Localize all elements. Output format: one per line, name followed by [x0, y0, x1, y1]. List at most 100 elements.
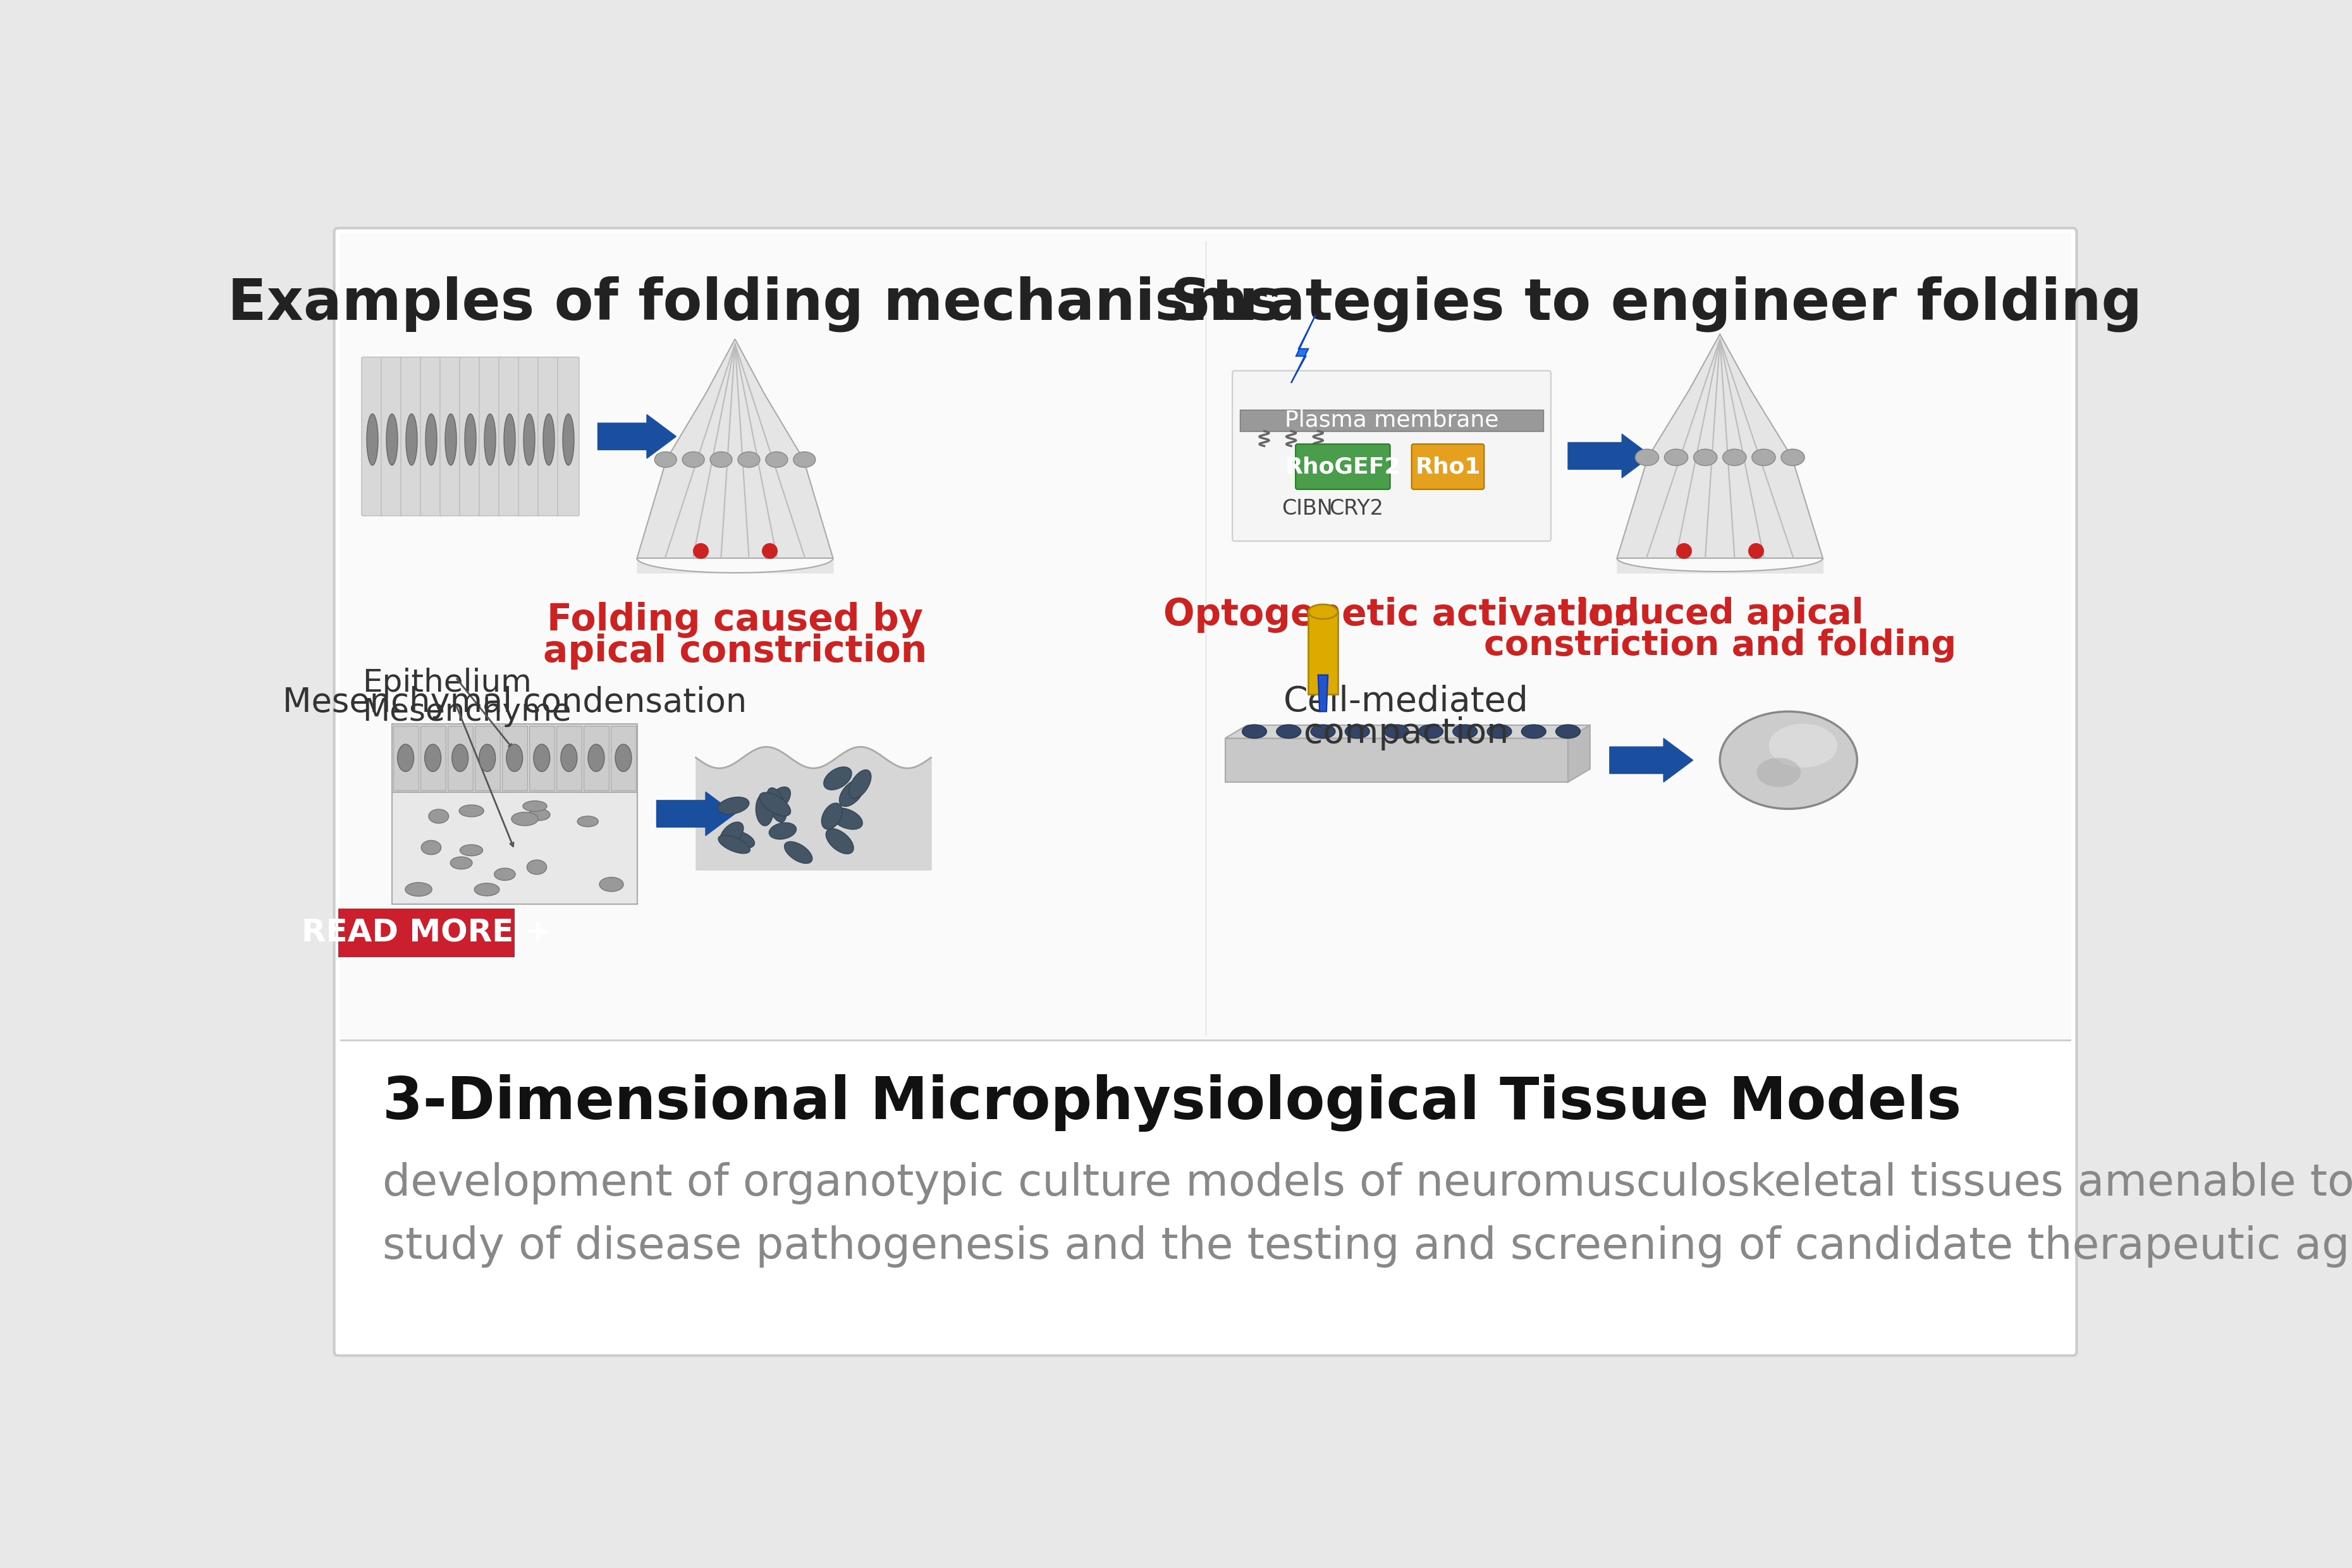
- Text: Rho1: Rho1: [1416, 456, 1479, 477]
- Text: Strategies to engineer folding: Strategies to engineer folding: [1171, 276, 2143, 332]
- Ellipse shape: [543, 414, 555, 466]
- Ellipse shape: [767, 787, 790, 812]
- Ellipse shape: [739, 452, 760, 467]
- FancyBboxPatch shape: [517, 358, 541, 516]
- Ellipse shape: [682, 452, 703, 467]
- Ellipse shape: [1752, 448, 1776, 466]
- Ellipse shape: [421, 840, 442, 855]
- Bar: [447, 726, 473, 790]
- Ellipse shape: [485, 414, 496, 466]
- Ellipse shape: [600, 877, 623, 892]
- Ellipse shape: [527, 859, 546, 875]
- Bar: [393, 724, 637, 792]
- Ellipse shape: [480, 745, 496, 771]
- FancyBboxPatch shape: [557, 358, 579, 516]
- Text: Mesenchyme: Mesenchyme: [362, 696, 572, 728]
- Polygon shape: [1225, 724, 1590, 739]
- Text: RhoGEF2: RhoGEF2: [1284, 456, 1399, 477]
- Polygon shape: [1317, 674, 1329, 712]
- FancyBboxPatch shape: [499, 358, 520, 516]
- Ellipse shape: [830, 808, 863, 829]
- Text: Examples of folding mechanisms: Examples of folding mechanisms: [228, 276, 1282, 332]
- Text: Induced apical: Induced apical: [1576, 597, 1863, 632]
- Ellipse shape: [562, 414, 574, 466]
- Ellipse shape: [717, 836, 750, 853]
- Ellipse shape: [426, 414, 437, 466]
- Ellipse shape: [1486, 724, 1512, 739]
- Ellipse shape: [1308, 604, 1338, 619]
- Bar: [612, 726, 635, 790]
- Ellipse shape: [405, 883, 433, 897]
- Ellipse shape: [1719, 712, 1858, 809]
- Ellipse shape: [1635, 448, 1658, 466]
- FancyArrow shape: [1569, 434, 1651, 478]
- Ellipse shape: [769, 823, 797, 839]
- Ellipse shape: [506, 745, 522, 771]
- Bar: [583, 726, 609, 790]
- Ellipse shape: [1310, 724, 1336, 739]
- FancyArrow shape: [656, 792, 734, 836]
- Ellipse shape: [560, 745, 576, 771]
- Text: Optogenetic activation: Optogenetic activation: [1164, 597, 1639, 633]
- Bar: [393, 726, 419, 790]
- Ellipse shape: [783, 842, 811, 864]
- Ellipse shape: [767, 452, 788, 467]
- Ellipse shape: [524, 414, 534, 466]
- Ellipse shape: [724, 831, 755, 848]
- Ellipse shape: [767, 787, 786, 822]
- Ellipse shape: [534, 745, 550, 771]
- FancyBboxPatch shape: [480, 358, 501, 516]
- Ellipse shape: [1522, 724, 1545, 739]
- Ellipse shape: [445, 414, 456, 466]
- Ellipse shape: [1385, 724, 1409, 739]
- Ellipse shape: [494, 869, 515, 880]
- Ellipse shape: [1757, 757, 1802, 787]
- Ellipse shape: [821, 803, 842, 829]
- Ellipse shape: [397, 745, 414, 771]
- Ellipse shape: [367, 414, 379, 466]
- Text: Epithelium: Epithelium: [362, 668, 532, 698]
- Ellipse shape: [503, 414, 515, 466]
- Ellipse shape: [755, 793, 774, 826]
- Text: Folding caused by: Folding caused by: [548, 602, 922, 638]
- Ellipse shape: [793, 452, 816, 467]
- Ellipse shape: [522, 801, 548, 811]
- Text: constriction and folding: constriction and folding: [1484, 629, 1957, 663]
- Ellipse shape: [1769, 724, 1837, 767]
- FancyBboxPatch shape: [362, 358, 383, 516]
- Ellipse shape: [529, 809, 550, 820]
- Ellipse shape: [654, 452, 677, 467]
- FancyBboxPatch shape: [400, 358, 423, 516]
- Bar: [1308, 612, 1338, 695]
- Ellipse shape: [386, 414, 397, 466]
- Bar: [529, 726, 555, 790]
- Ellipse shape: [1277, 724, 1301, 739]
- Polygon shape: [1291, 315, 1315, 383]
- Bar: [557, 726, 581, 790]
- Ellipse shape: [1345, 724, 1369, 739]
- Ellipse shape: [710, 452, 731, 467]
- FancyBboxPatch shape: [421, 358, 442, 516]
- FancyBboxPatch shape: [334, 227, 2077, 1356]
- Ellipse shape: [717, 797, 748, 814]
- FancyBboxPatch shape: [459, 358, 482, 516]
- Ellipse shape: [1242, 724, 1268, 739]
- Ellipse shape: [1418, 724, 1444, 739]
- Polygon shape: [637, 339, 833, 558]
- Text: compaction: compaction: [1303, 717, 1510, 751]
- FancyBboxPatch shape: [440, 358, 461, 516]
- Bar: [1240, 409, 1543, 431]
- Bar: [339, 234, 2072, 1040]
- Ellipse shape: [1722, 448, 1745, 466]
- Ellipse shape: [826, 828, 854, 855]
- Ellipse shape: [1555, 724, 1581, 739]
- Text: Plasma membrane: Plasma membrane: [1284, 409, 1498, 431]
- Ellipse shape: [1693, 448, 1717, 466]
- Ellipse shape: [459, 804, 485, 817]
- Ellipse shape: [720, 822, 743, 845]
- FancyBboxPatch shape: [539, 358, 560, 516]
- Text: Cell-mediated: Cell-mediated: [1284, 685, 1529, 718]
- Ellipse shape: [588, 745, 604, 771]
- FancyBboxPatch shape: [1232, 370, 1550, 541]
- Bar: [475, 726, 501, 790]
